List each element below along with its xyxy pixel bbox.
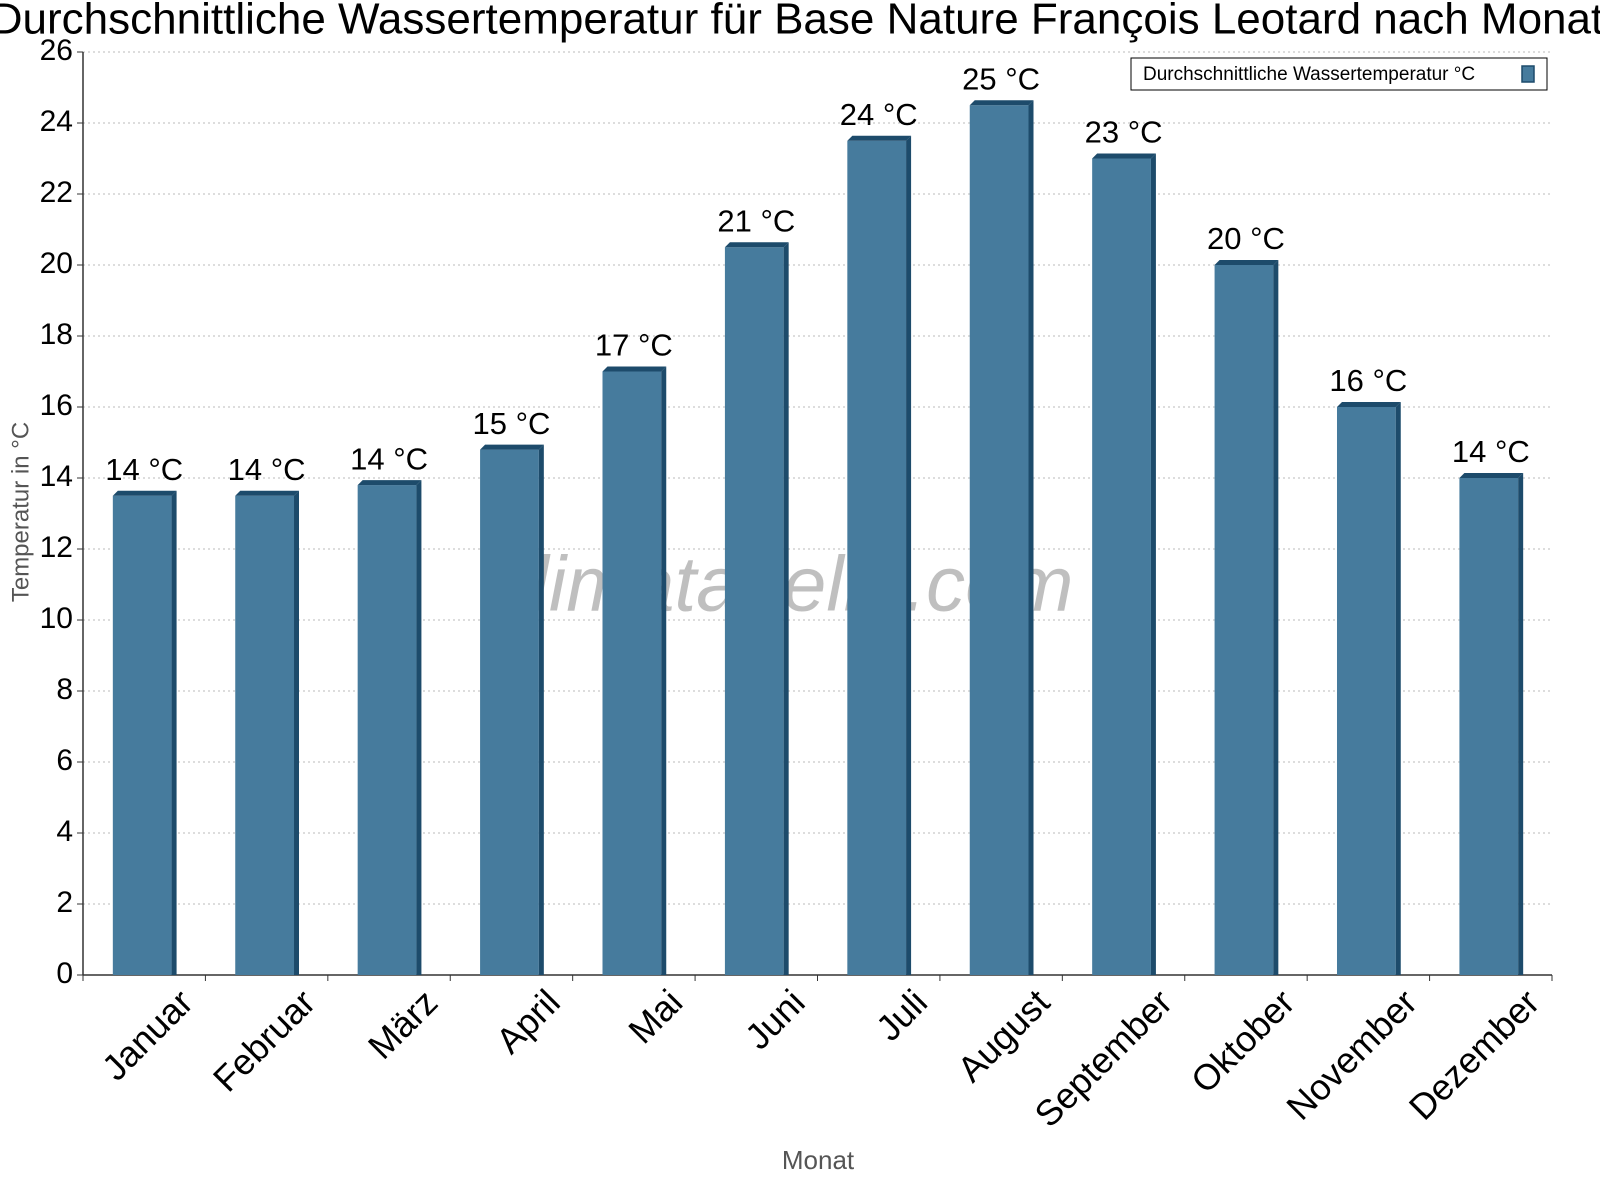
- legend-label: Durchschnittliche Wassertemperatur °C: [1143, 64, 1475, 85]
- data-label: 25 °C: [962, 61, 1040, 96]
- data-label: 15 °C: [473, 406, 551, 441]
- bar: [357, 485, 417, 975]
- bar-top: [1092, 153, 1156, 159]
- data-label: 20 °C: [1207, 221, 1285, 256]
- y-tick-label: 6: [56, 744, 73, 777]
- data-label: 14 °C: [228, 452, 306, 487]
- y-tick-label: 12: [40, 531, 73, 564]
- bar: [969, 105, 1029, 975]
- data-label: 16 °C: [1329, 363, 1407, 398]
- bar-side: [416, 480, 422, 975]
- bar-top: [724, 242, 789, 248]
- y-tick-label: 10: [40, 602, 73, 635]
- bar-side: [783, 242, 789, 975]
- chart-title: Durchschnittliche Wassertemperatur für B…: [0, 0, 1600, 44]
- legend-swatch: [1521, 65, 1535, 83]
- bar-side: [1150, 153, 1156, 975]
- data-label: 23 °C: [1085, 115, 1163, 150]
- bar-side: [1273, 260, 1279, 975]
- bar: [1336, 407, 1396, 975]
- y-tick-label: 26: [40, 34, 73, 67]
- bar-top: [235, 490, 300, 496]
- bar: [480, 449, 539, 976]
- bar-side: [538, 444, 544, 976]
- bar-top: [847, 135, 912, 141]
- bar-top: [357, 480, 422, 486]
- legend-box: [1130, 57, 1548, 91]
- data-label: 14 °C: [105, 452, 183, 487]
- data-label: 14 °C: [1452, 434, 1530, 469]
- bar-top: [602, 366, 667, 372]
- bar: [1214, 265, 1274, 975]
- y-tick-label: 20: [40, 247, 73, 280]
- bar-top: [480, 444, 544, 450]
- y-tick-label: 24: [40, 105, 73, 138]
- x-axis-label: Monat: [782, 1145, 855, 1175]
- y-tick-label: 4: [56, 815, 73, 848]
- bar-top: [1214, 260, 1279, 265]
- bar: [112, 495, 172, 975]
- bar-side: [1028, 100, 1034, 975]
- y-tick-label: 14: [40, 460, 73, 493]
- bar-top: [969, 100, 1034, 106]
- bar-side: [906, 135, 912, 975]
- y-tick-label: 22: [40, 176, 73, 209]
- data-label: 24 °C: [840, 97, 918, 132]
- bar: [1459, 478, 1519, 975]
- bar-top: [112, 490, 177, 496]
- bar: [235, 495, 295, 975]
- bar: [847, 140, 907, 975]
- bar-top: [1336, 402, 1401, 407]
- data-label: 14 °C: [350, 441, 428, 476]
- bar: [724, 247, 784, 975]
- bar: [1092, 158, 1151, 975]
- bar-top: [1459, 473, 1524, 478]
- y-tick-label: 2: [56, 886, 73, 919]
- y-tick-label: 8: [56, 673, 73, 706]
- bar-side: [1518, 473, 1524, 975]
- bar: [602, 371, 662, 975]
- y-tick-label: 18: [40, 318, 73, 351]
- data-label: 17 °C: [595, 328, 673, 363]
- y-tick-label: 0: [56, 957, 73, 990]
- y-tick-label: 16: [40, 389, 73, 422]
- bar-side: [171, 490, 177, 975]
- data-label: 21 °C: [717, 203, 795, 238]
- bar-side: [661, 366, 667, 975]
- bar-side: [294, 490, 300, 975]
- bar-side: [1395, 402, 1401, 975]
- y-axis-label: Temperatur in °C: [7, 422, 34, 602]
